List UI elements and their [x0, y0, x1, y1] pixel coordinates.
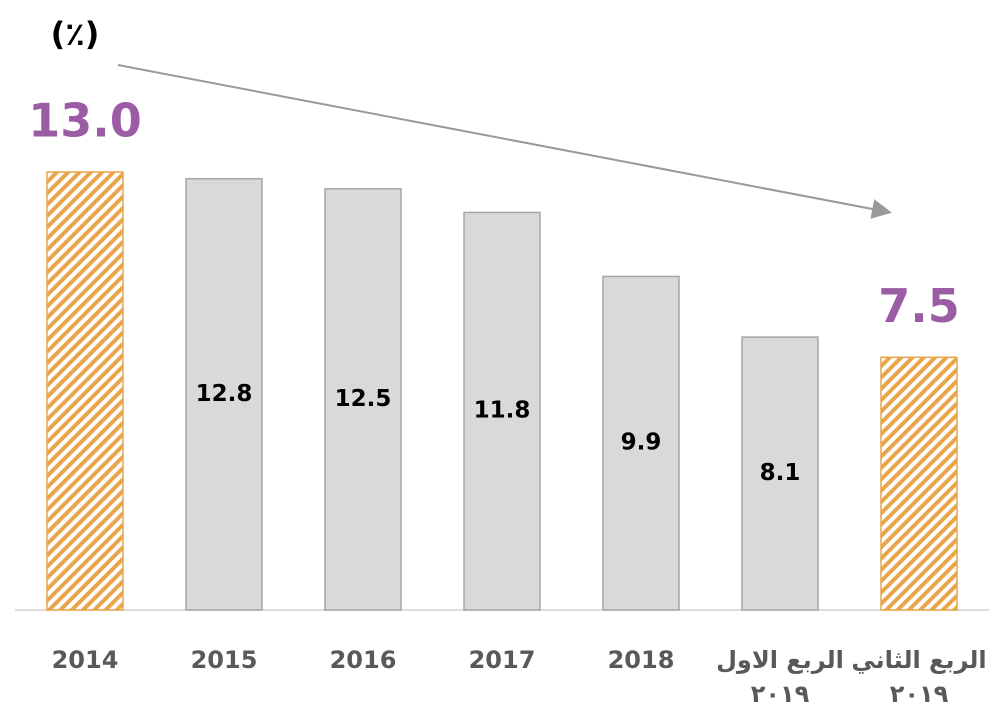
x-tick-label: الربع الثاني ٢٠١٩: [851, 646, 987, 708]
x-tick-label: 2015: [190, 646, 258, 674]
value-label: 13.0: [28, 94, 142, 148]
value-label: 9.9: [621, 430, 662, 456]
value-label: 11.8: [474, 398, 531, 424]
value-label: 7.5: [878, 279, 960, 333]
value-label: 12.5: [335, 386, 392, 412]
value-label: 8.1: [760, 460, 801, 486]
trend-arrow: [117, 64, 892, 219]
x-tick-label: 2017: [468, 646, 536, 674]
x-tick-label: الربع الاول ٢٠١٩: [716, 646, 844, 708]
bar: [463, 211, 541, 611]
bar: [46, 171, 124, 611]
x-tick-label: 2014: [51, 646, 119, 674]
x-tick-label: 2018: [607, 646, 675, 674]
bar: [602, 275, 680, 611]
bar: [741, 336, 819, 611]
bar: [185, 177, 263, 611]
unit-label: (٪): [51, 15, 100, 53]
value-label: 12.8: [196, 381, 253, 407]
bar: [880, 356, 958, 611]
bar: [324, 188, 402, 611]
x-tick-label: 2016: [329, 646, 397, 674]
